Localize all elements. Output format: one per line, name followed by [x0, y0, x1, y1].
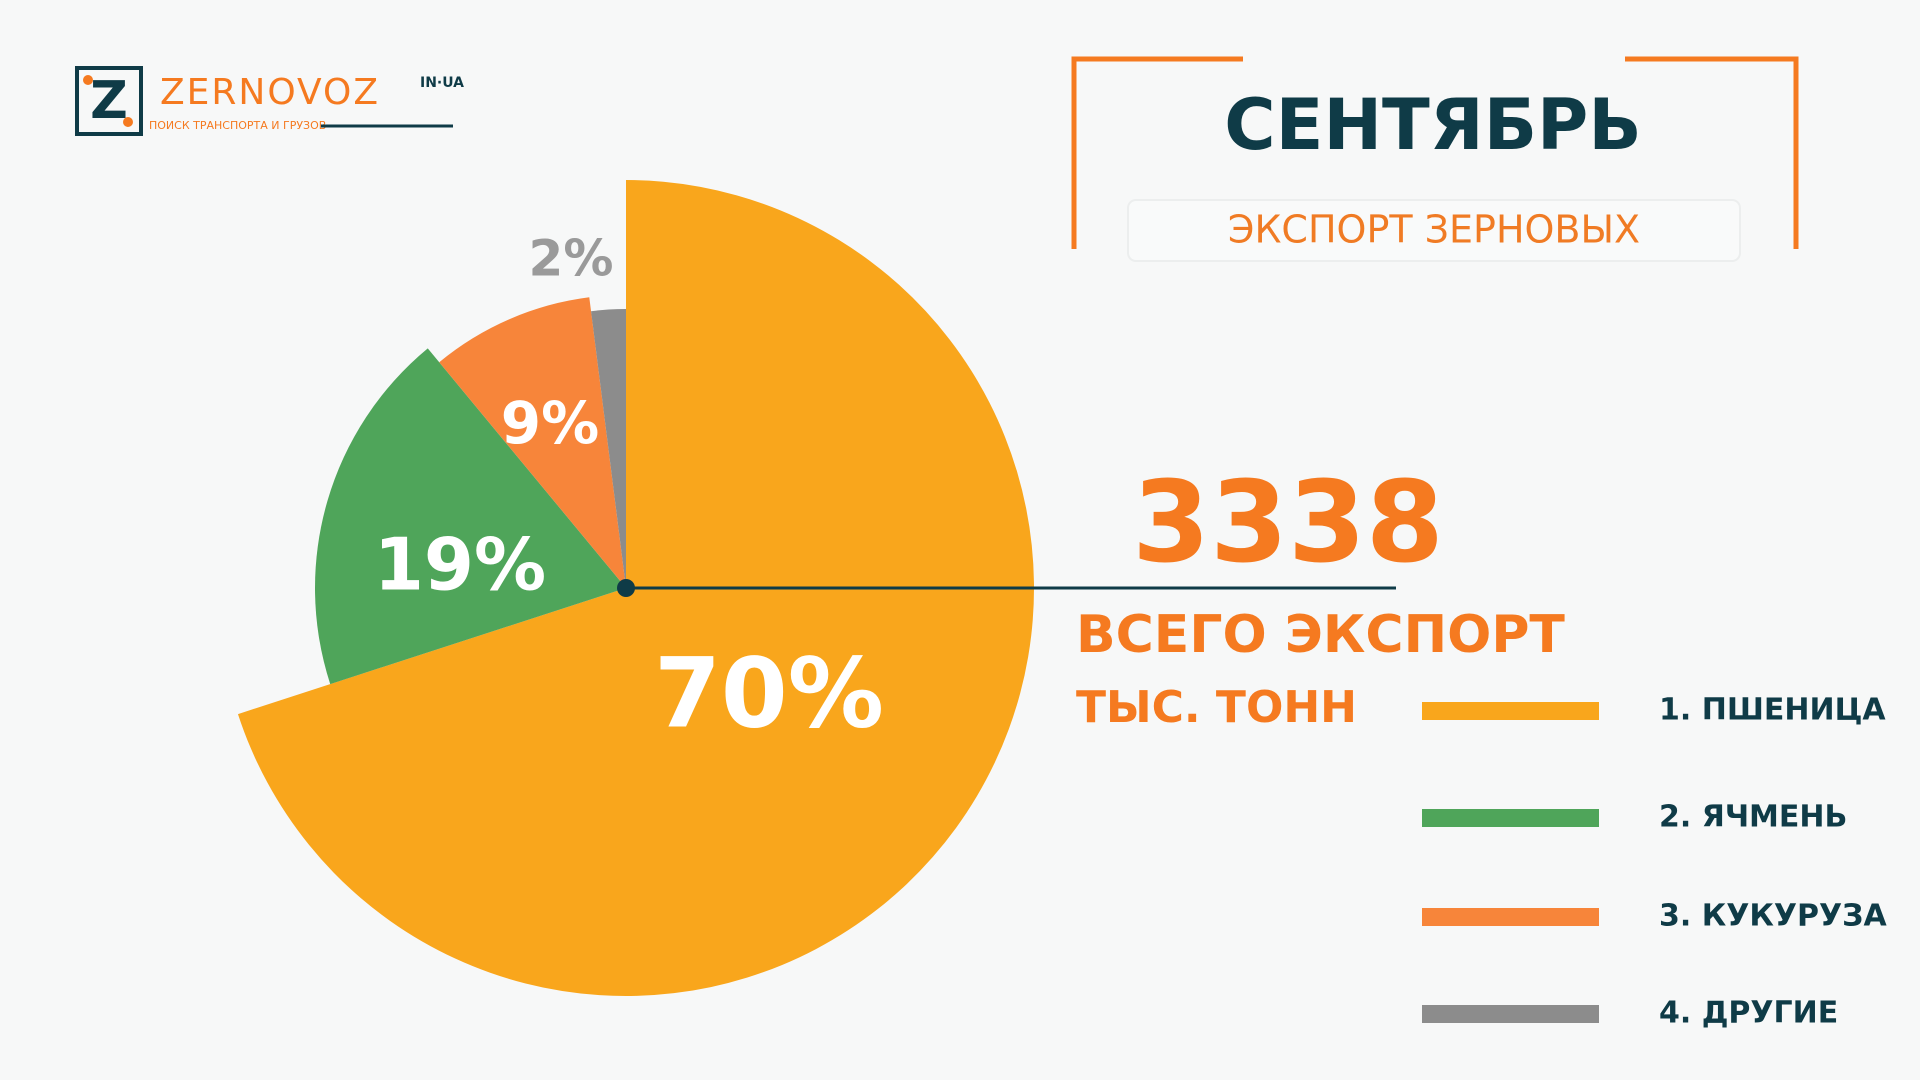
chart-subtitle: ЭКСПОРТ ЗЕРНОВЫХ — [1228, 208, 1640, 252]
legend-swatch — [1422, 809, 1599, 827]
data-label: 70% — [654, 637, 884, 749]
data-label: 9% — [501, 389, 599, 457]
subtitle-box — [1127, 199, 1741, 262]
total-label: ВСЕГО ЭКСПОРТ — [1076, 605, 1565, 665]
pie-slice — [591, 309, 626, 588]
logo-box — [75, 66, 143, 136]
data-label: 19% — [374, 523, 546, 607]
legend-swatch — [1422, 908, 1599, 926]
logo-mark: Z — [90, 71, 128, 131]
title-frame — [1071, 56, 1799, 249]
legend-label: 1. ПШЕНИЦА — [1659, 693, 1886, 728]
legend-swatch — [1422, 1005, 1599, 1023]
legend-label: 3. КУКУРУЗА — [1659, 899, 1887, 934]
data-label: 2% — [529, 230, 614, 288]
pointer-dot — [617, 579, 635, 597]
chart-title: СЕНТЯБРЬ — [1224, 84, 1641, 166]
logo-domain: IN·UA — [420, 75, 464, 91]
total-value: 3338 — [1132, 458, 1444, 588]
total-unit: ТЫС. ТОНН — [1076, 682, 1357, 733]
logo-dot — [123, 117, 133, 127]
legend-swatch — [1422, 702, 1599, 720]
logo-tagline: ПОИСК ТРАНСПОРТА И ГРУЗОВ — [149, 119, 326, 132]
logo-dot — [83, 75, 93, 85]
pie-slice — [439, 297, 626, 588]
logo-name: ZERNOVOZ — [160, 72, 380, 113]
pie-slice — [315, 348, 626, 685]
legend-label: 2. ЯЧМЕНЬ — [1659, 800, 1847, 835]
legend-label: 4. ДРУГИЕ — [1659, 996, 1838, 1031]
